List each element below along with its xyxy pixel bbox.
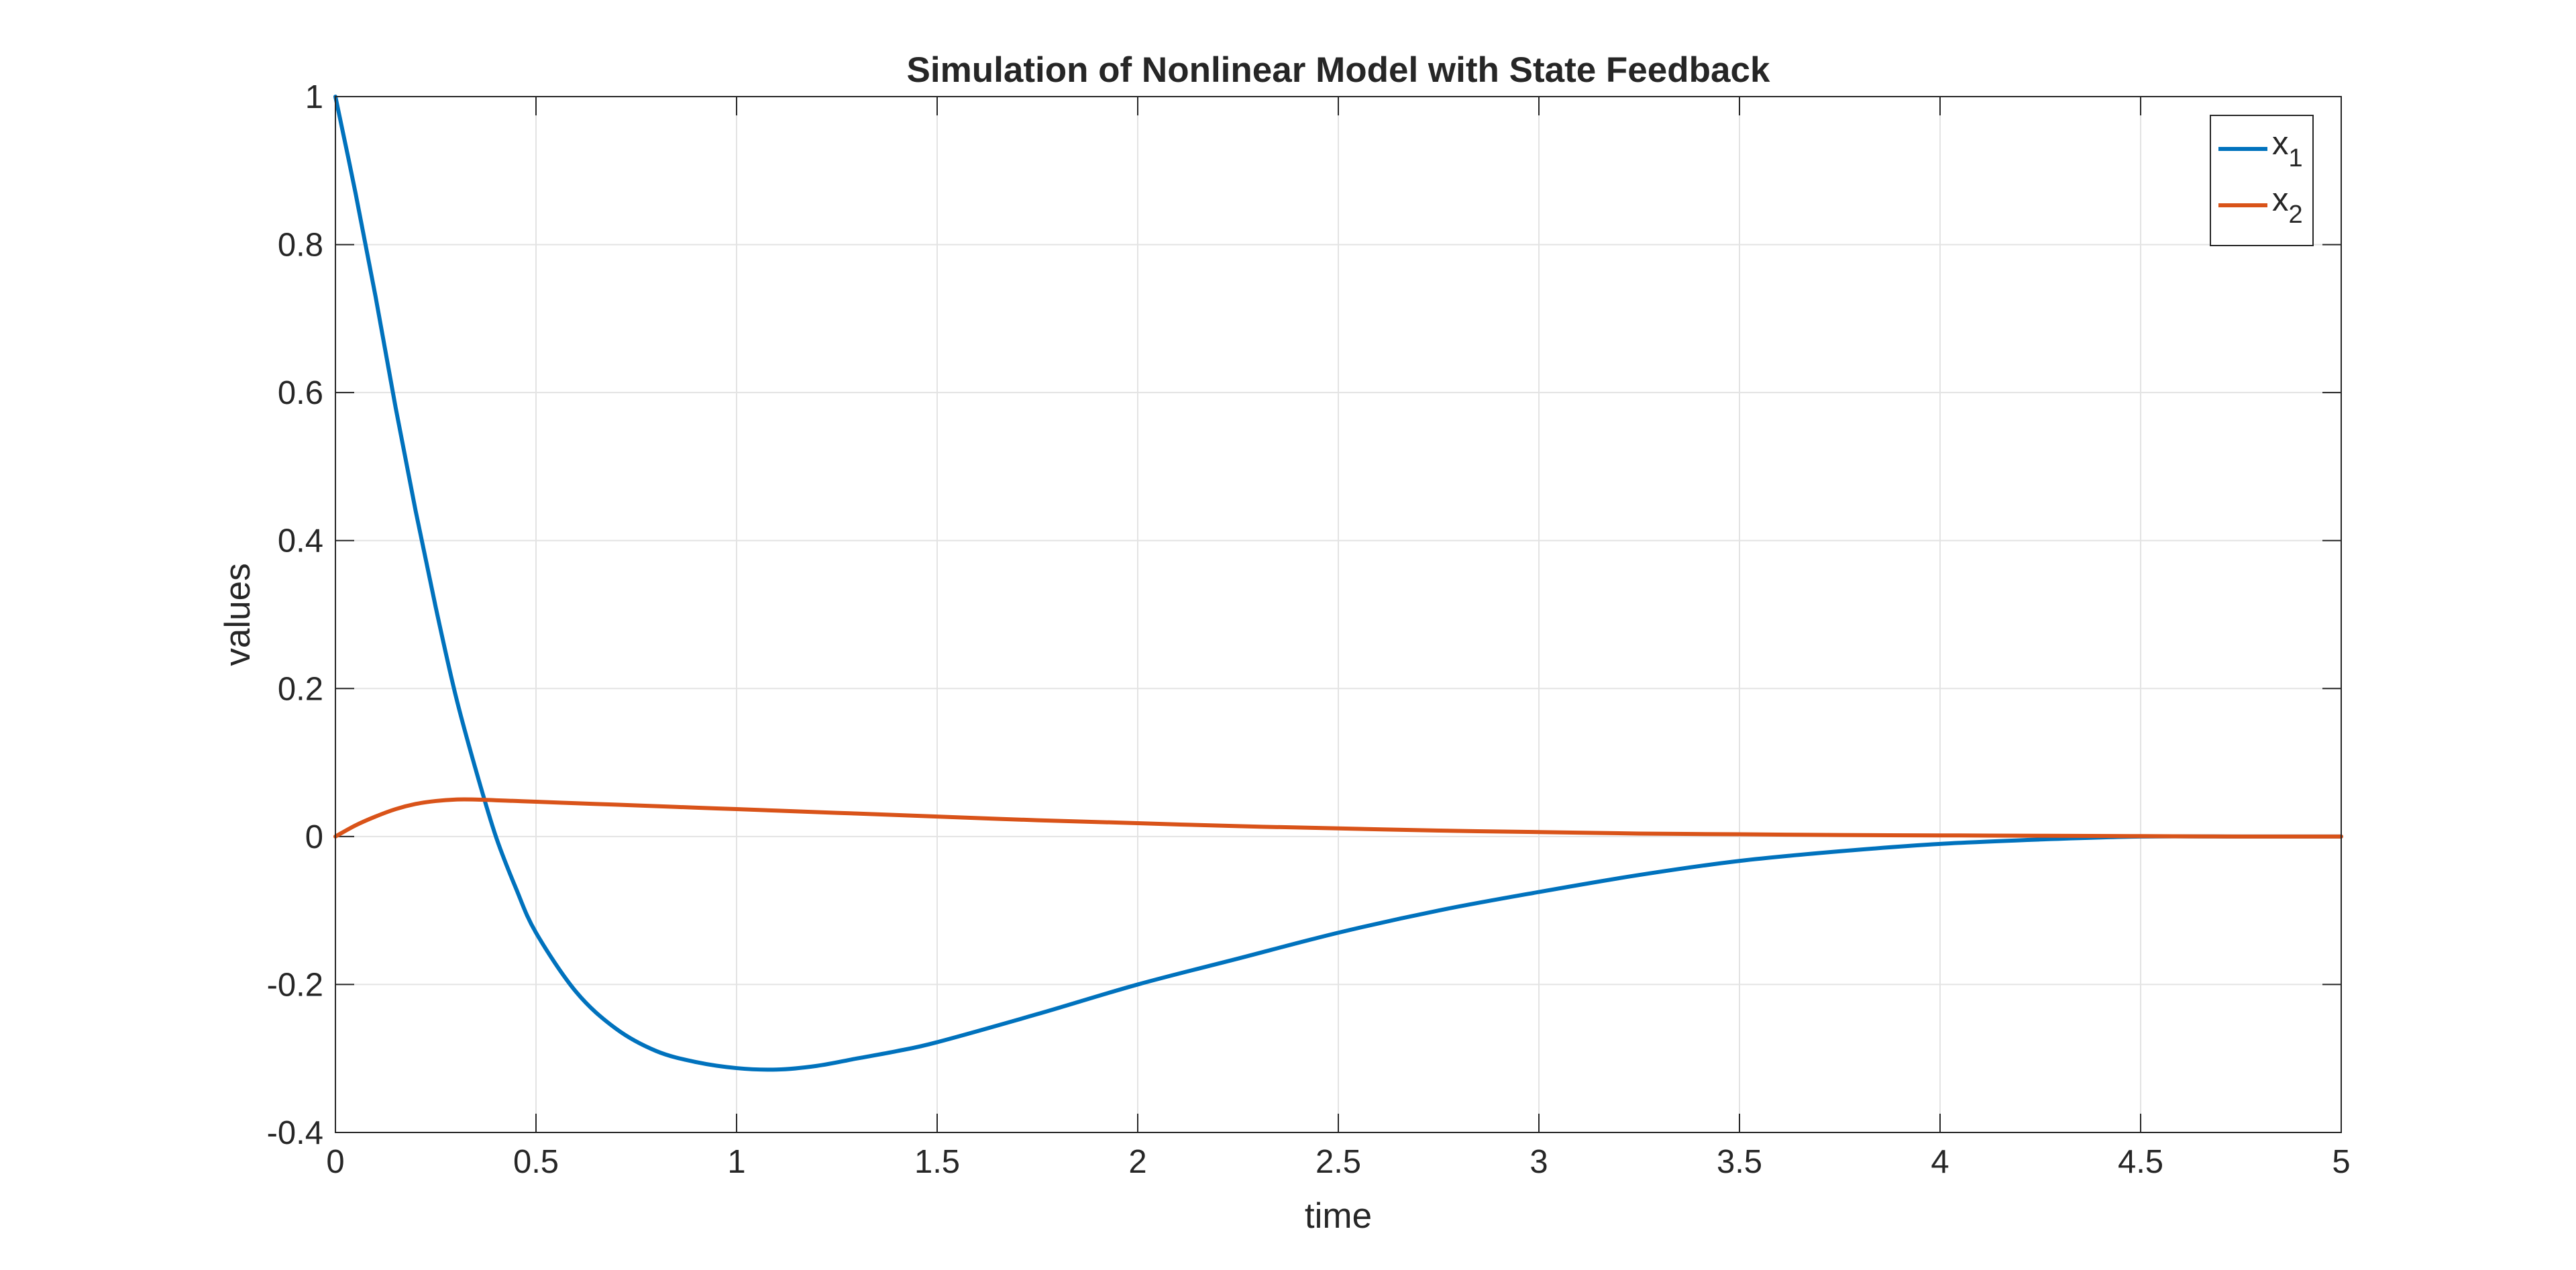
x-axis-label: time bbox=[1305, 1196, 1372, 1236]
y-tick-label: 0 bbox=[305, 819, 323, 855]
x-tick-label: 4 bbox=[1931, 1144, 1949, 1180]
y-tick-label: 1 bbox=[305, 79, 323, 115]
y-tick-label: 0.8 bbox=[278, 227, 323, 264]
legend-label-subscript: 2 bbox=[2289, 201, 2303, 229]
x-tick-label: 1 bbox=[727, 1144, 745, 1180]
x-tick-label: 4.5 bbox=[2118, 1144, 2163, 1180]
y-tick-label: 0.4 bbox=[278, 523, 323, 560]
x-tick-label: 0.5 bbox=[513, 1144, 559, 1180]
series-line-x2 bbox=[333, 797, 2343, 839]
y-tick-label: -0.4 bbox=[267, 1115, 323, 1151]
legend-box bbox=[2210, 115, 2314, 246]
x-tick-label: 2 bbox=[1128, 1144, 1146, 1180]
legend-label: x2 bbox=[2272, 182, 2303, 229]
x-tick-label: 0 bbox=[326, 1144, 344, 1180]
chart-title: Simulation of Nonlinear Model with State… bbox=[907, 50, 1770, 90]
x-tick-label: 1.5 bbox=[914, 1144, 960, 1180]
y-tick-label: 0.6 bbox=[278, 375, 323, 411]
axes-box bbox=[335, 96, 2342, 1133]
y-tick-label: -0.2 bbox=[267, 967, 323, 1003]
x-tick-label: 5 bbox=[2332, 1144, 2350, 1180]
series-lines bbox=[333, 95, 2343, 1072]
x-tick-label: 3.5 bbox=[1717, 1144, 1762, 1180]
legend-label-base: x bbox=[2272, 182, 2289, 218]
legend-label: x1 bbox=[2272, 125, 2303, 172]
x-tick-label: 3 bbox=[1529, 1144, 1548, 1180]
y-axis-label: values bbox=[218, 563, 258, 666]
legend-label-subscript: 1 bbox=[2289, 144, 2303, 172]
tick-labels: 0 0.5 1 1.5 2 2.5 3 3.5 4 4.5 5 -0.4 -0.2 0 0.2 0.4 0.6 0… bbox=[267, 79, 2351, 1180]
legend-label-base: x bbox=[2272, 125, 2289, 162]
y-tick-label: 0.2 bbox=[278, 671, 323, 707]
x-tick-label: 2.5 bbox=[1316, 1144, 1361, 1180]
series-line-x1 bbox=[333, 95, 2343, 1072]
